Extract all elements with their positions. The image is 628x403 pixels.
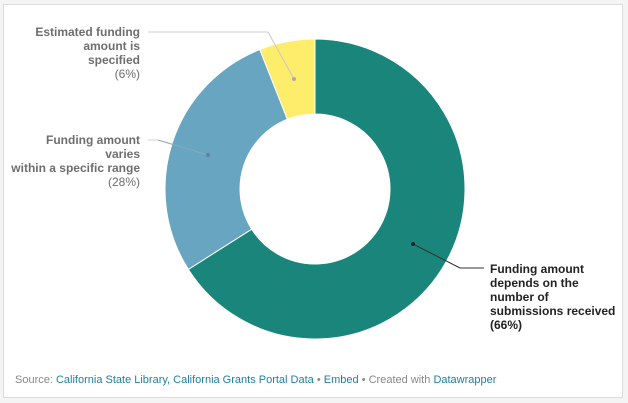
- separator: •: [316, 374, 321, 386]
- leader-line-estimated-diag: [267, 31, 295, 80]
- leader-line-depends-diag: [412, 243, 461, 269]
- separator: •: [361, 374, 366, 386]
- label-depends-line3: number of: [490, 290, 549, 304]
- leader-dot-varies: [206, 153, 210, 157]
- source-label: Source:: [15, 374, 53, 386]
- label-depends-pct: (66%): [490, 318, 523, 332]
- leader-dot-estimated: [292, 77, 296, 81]
- label-estimated: Estimated funding amount is specified (6…: [30, 25, 140, 81]
- label-varies-line2: within a specific range: [11, 161, 140, 175]
- leader-line-varies-diag: [157, 139, 209, 156]
- donut-slice[interactable]: [187, 38, 466, 340]
- donut-slices: [164, 38, 466, 340]
- label-depends-line4: submissions received: [490, 304, 616, 318]
- label-varies-pct: (28%): [107, 175, 140, 189]
- label-estimated-pct: (6%): [114, 67, 140, 81]
- leader-dot-depends: [411, 242, 415, 246]
- footer: Source: California State Library, Califo…: [15, 374, 496, 386]
- label-varies-line1: Funding amount varies: [46, 133, 140, 161]
- label-varies: Funding amount varies within a specific …: [10, 133, 140, 189]
- label-depends: Funding amount depends on the number of …: [490, 262, 620, 332]
- label-estimated-line1: Estimated funding: [35, 25, 140, 39]
- label-depends-line1: Funding amount: [490, 262, 584, 276]
- source-link[interactable]: California State Library, California Gra…: [55, 374, 314, 386]
- created-with-text: Created with: [368, 374, 431, 386]
- label-depends-line2: depends on the: [490, 276, 579, 290]
- datawrapper-link[interactable]: Datawrapper: [433, 374, 497, 386]
- embed-link[interactable]: Embed: [323, 374, 359, 386]
- donut-slice[interactable]: [164, 48, 289, 271]
- label-estimated-line2: amount is specified: [83, 39, 140, 67]
